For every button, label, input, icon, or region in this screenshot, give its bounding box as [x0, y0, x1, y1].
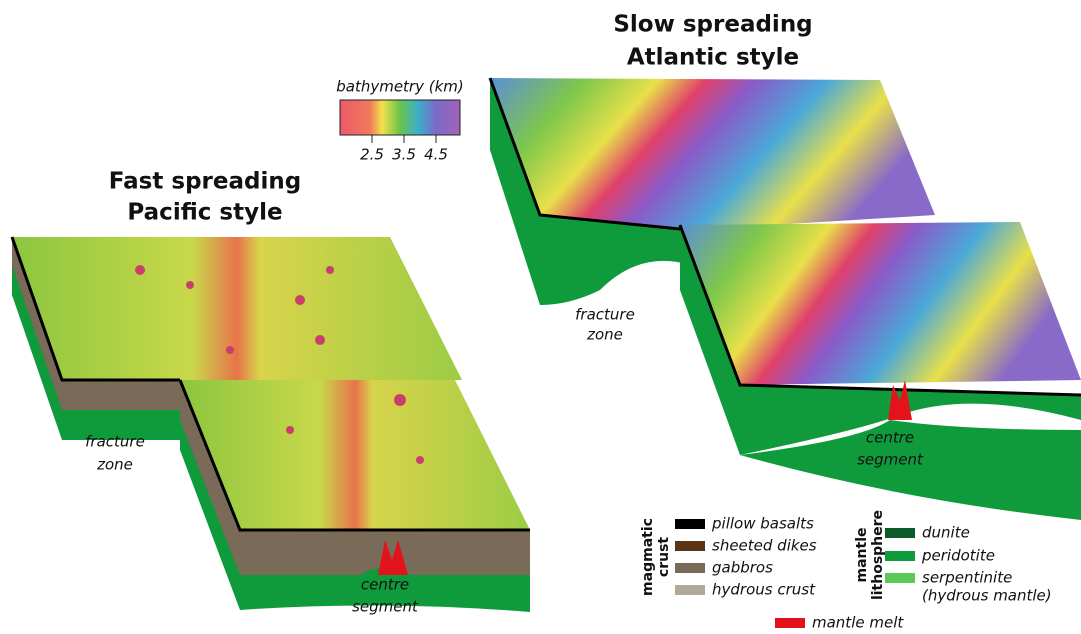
legend-group: crust — [656, 537, 672, 578]
legend-group: magmatic — [640, 518, 656, 596]
legend-item: dunite — [922, 524, 970, 542]
legend-group: lithosphere — [870, 510, 886, 600]
label: segment — [857, 451, 924, 469]
colorbar-tick: 3.5 — [392, 146, 416, 164]
colorbar-tick: 4.5 — [424, 146, 448, 164]
pacific-block-front — [180, 380, 530, 612]
label: zone — [586, 326, 623, 344]
label: segment — [352, 598, 419, 616]
label: fracture — [575, 306, 635, 324]
label: centre — [866, 429, 914, 447]
label: zone — [96, 456, 133, 474]
atlantic-block-front — [680, 222, 1081, 520]
title: Slow spreading — [613, 12, 812, 38]
legend-item: peridotite — [921, 547, 995, 565]
label: fracture — [85, 433, 145, 451]
legend: magmatic crust pillow basalts sheeted di… — [640, 510, 1052, 632]
legend-item: mantle melt — [812, 614, 904, 632]
legend-item: (hydrous mantle) — [922, 587, 1052, 605]
colorbar-tick: 2.5 — [360, 146, 384, 164]
legend-item: serpentinite — [922, 569, 1012, 587]
diagram: Fast spreading Pacific style Slow spread… — [0, 0, 1081, 634]
legend-item: pillow basalts — [711, 515, 814, 533]
label: centre — [361, 576, 409, 594]
colorbar-title: bathymetry (km) — [336, 78, 464, 96]
legend-item: sheeted dikes — [712, 537, 817, 555]
legend-item: hydrous crust — [712, 581, 816, 599]
legend-group: mantle — [854, 528, 870, 583]
title: Atlantic style — [627, 45, 799, 71]
colorbar: bathymetry (km) 2.5 3.5 4.5 — [336, 78, 464, 164]
title: Fast spreading — [109, 169, 301, 195]
title: Pacific style — [127, 200, 282, 226]
legend-item: gabbros — [712, 559, 773, 577]
